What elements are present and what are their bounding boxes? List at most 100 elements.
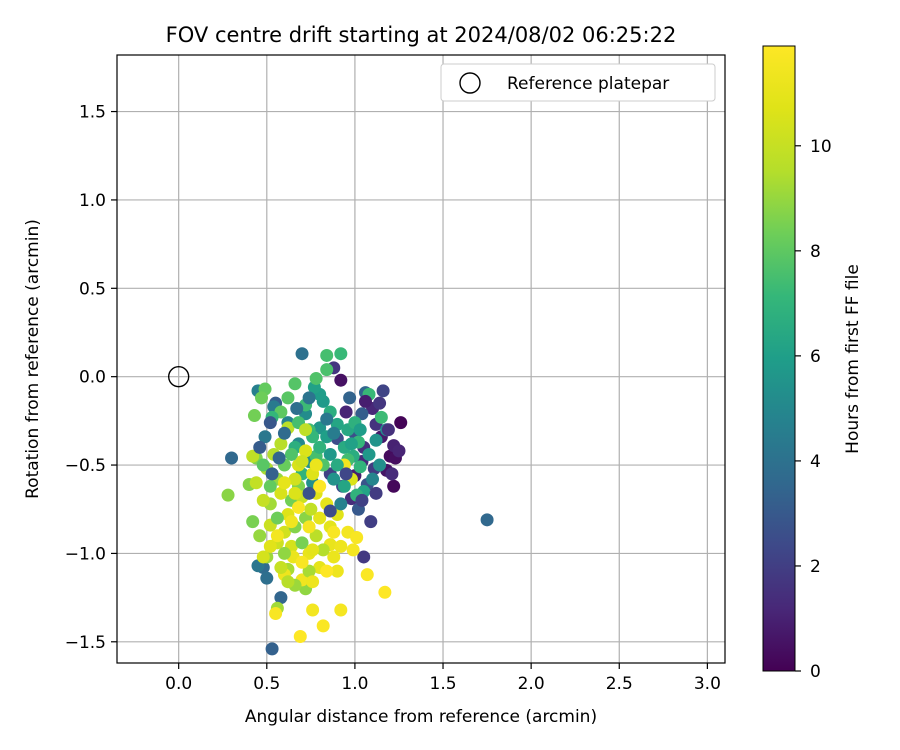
scatter-point: [284, 515, 298, 529]
scatter-point: [263, 539, 277, 553]
scatter-point: [258, 430, 272, 444]
scatter-point: [263, 479, 277, 493]
scatter-point: [290, 401, 304, 415]
scatter-point: [277, 476, 291, 490]
scatter-point: [302, 486, 316, 500]
scatter-point: [288, 377, 302, 391]
x-axis-ticks: 0.0 0.5 1.0 1.5 2.0 2.5 3.0: [165, 663, 721, 694]
scatter-point: [387, 479, 401, 493]
scatter-point: [355, 407, 369, 421]
scatter-point: [316, 619, 330, 633]
scatter-point: [309, 529, 323, 543]
y-axis-ticks: −1.5 −1.0 −0.5 0.0 0.5 1.0 1.5: [65, 103, 117, 653]
scatter-point: [360, 568, 374, 582]
legend: Reference platepar: [440, 63, 716, 102]
scatter-point: [378, 585, 392, 599]
scatter-point: [323, 504, 337, 518]
scatter-point: [323, 447, 337, 461]
data-points: [221, 347, 494, 656]
scatter-point: [362, 447, 376, 461]
x-tick-label: 3.0: [694, 674, 721, 694]
scatter-point: [334, 603, 348, 617]
scatter-point: [253, 440, 267, 454]
reference-platepar-marker: [167, 365, 190, 388]
scatter-point: [320, 564, 334, 578]
legend-box: [440, 63, 716, 102]
y-tick-label: 0.5: [79, 279, 106, 299]
scatter-point: [292, 500, 306, 514]
scatter-point: [299, 423, 313, 437]
chart-title: FOV centre drift starting at 2024/08/02 …: [166, 23, 677, 47]
scatter-point: [353, 460, 367, 474]
scatter-point: [306, 543, 320, 557]
scatter-point: [302, 520, 316, 534]
scatter-point: [313, 421, 327, 435]
scatter-point: [369, 486, 383, 500]
x-tick-label: 0.0: [165, 674, 192, 694]
scatter-point: [343, 391, 357, 405]
y-tick-label: −1.5: [65, 633, 106, 653]
scatter-point: [249, 476, 263, 490]
scatter-point: [295, 536, 309, 550]
scatter-point: [274, 591, 288, 605]
scatter-point: [299, 444, 313, 458]
colorbar-tick-label: 4: [810, 452, 821, 472]
scatter-point: [313, 479, 327, 493]
scatter-point: [327, 426, 341, 440]
scatter-point: [358, 394, 372, 408]
scatter-point: [373, 396, 387, 410]
scatter-point: [281, 575, 295, 589]
scatter-point: [480, 513, 494, 527]
grid-lines: [117, 55, 725, 663]
colorbar-label: Hours from first FF file: [843, 264, 863, 454]
scatter-point: [309, 458, 323, 472]
scatter-point: [306, 575, 320, 589]
scatter-point: [281, 391, 295, 405]
scatter-point: [265, 467, 279, 481]
scatter-point: [302, 564, 316, 578]
scatter-point: [255, 391, 269, 405]
y-tick-label: −0.5: [65, 456, 106, 476]
scatter-point: [221, 488, 235, 502]
x-axis-label: Angular distance from reference (arcmin): [245, 707, 597, 727]
scatter-point: [334, 539, 348, 553]
scatter-point: [339, 467, 353, 481]
scatter-point: [274, 437, 288, 451]
y-tick-label: 1.0: [79, 191, 106, 211]
scatter-point: [295, 347, 309, 361]
scatter-point: [392, 444, 406, 458]
scatter-point: [346, 543, 360, 557]
scatter-point: [288, 472, 302, 486]
legend-reference-marker-icon: [459, 72, 481, 94]
scatter-point: [339, 405, 353, 419]
scatter-point: [225, 451, 239, 465]
scatter-point: [274, 486, 288, 500]
scatter-point: [364, 515, 378, 529]
scatter-point: [369, 433, 383, 447]
scatter-point: [330, 564, 344, 578]
scatter-point: [313, 440, 327, 454]
scatter-point: [246, 449, 260, 463]
scatter-point: [313, 511, 327, 525]
x-tick-label: 0.5: [253, 674, 280, 694]
scatter-point: [246, 515, 260, 529]
scatter-point: [304, 502, 318, 516]
colorbar-ticks: 0 2 4 6 8 10: [795, 137, 832, 682]
colorbar-tick-label: 8: [810, 242, 821, 262]
colorbar-tick-label: 10: [810, 137, 832, 157]
scatter-point: [385, 467, 399, 481]
scatter-point: [265, 642, 279, 656]
scatter-point: [337, 479, 351, 493]
scatter-point: [334, 347, 348, 361]
scatter-point: [350, 531, 364, 545]
scatter-point: [330, 458, 344, 472]
x-tick-label: 1.0: [341, 674, 368, 694]
scatter-point: [353, 423, 367, 437]
y-tick-label: 1.5: [79, 103, 106, 123]
scatter-point: [327, 472, 341, 486]
scatter-point: [277, 426, 291, 440]
scatter-point: [253, 529, 267, 543]
colorbar-tick-label: 2: [810, 557, 821, 577]
legend-entry-reference: Reference platepar: [507, 74, 669, 94]
